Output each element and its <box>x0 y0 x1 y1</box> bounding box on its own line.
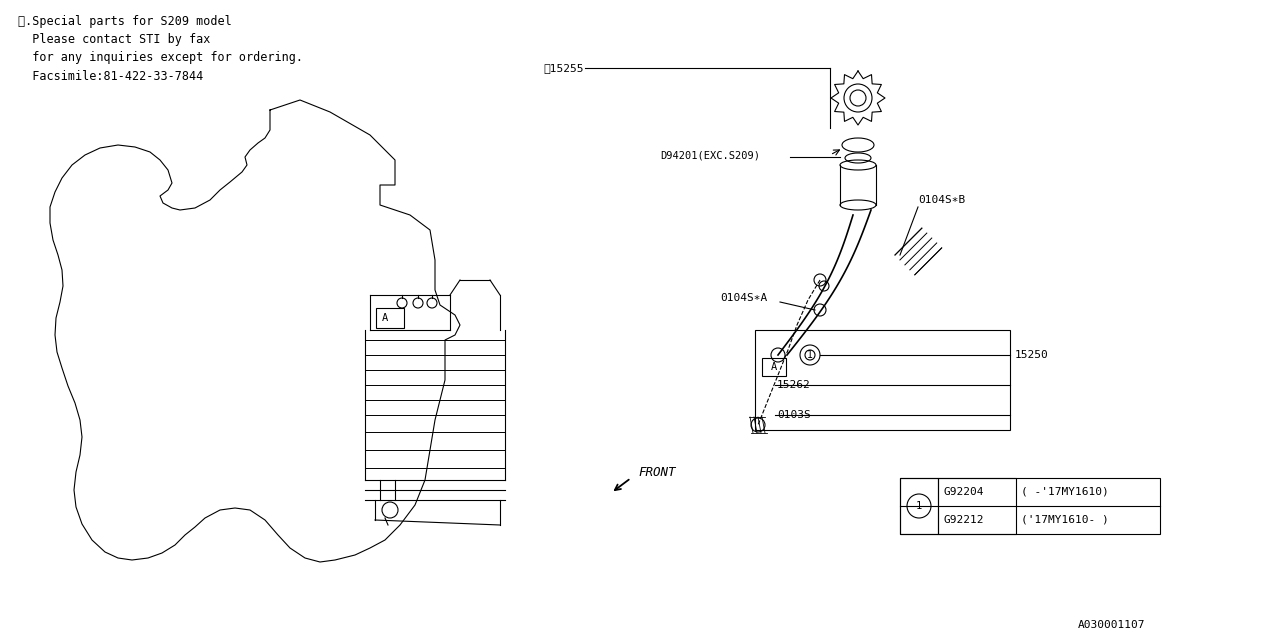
Bar <box>376 308 404 328</box>
Text: 15262: 15262 <box>777 380 810 390</box>
Bar <box>755 330 1010 430</box>
Text: G92204: G92204 <box>943 487 983 497</box>
Bar <box>938 478 1016 534</box>
Text: 0104S∗B: 0104S∗B <box>918 195 965 205</box>
Text: ('17MY1610- ): ('17MY1610- ) <box>1021 515 1108 525</box>
Text: 1: 1 <box>808 350 813 360</box>
Text: ※.Special parts for S209 model: ※.Special parts for S209 model <box>18 15 232 29</box>
Text: 1: 1 <box>916 501 922 511</box>
Text: ※15255: ※15255 <box>543 63 584 73</box>
Text: ( -'17MY1610): ( -'17MY1610) <box>1021 487 1108 497</box>
Text: Please contact STI by fax: Please contact STI by fax <box>18 33 210 47</box>
Text: 15250: 15250 <box>1015 350 1048 360</box>
Text: D94201(EXC.S209): D94201(EXC.S209) <box>660 150 760 160</box>
Text: G92212: G92212 <box>943 515 983 525</box>
Text: for any inquiries except for ordering.: for any inquiries except for ordering. <box>18 51 303 65</box>
Text: A030001107: A030001107 <box>1078 620 1146 630</box>
Bar <box>900 478 1160 534</box>
Bar <box>762 358 786 376</box>
Text: FRONT: FRONT <box>637 467 676 479</box>
Text: A: A <box>381 313 388 323</box>
Text: 0104S∗A: 0104S∗A <box>719 293 767 303</box>
Text: A: A <box>771 362 777 372</box>
Text: 0103S: 0103S <box>777 410 810 420</box>
Text: Facsimile:81-422-33-7844: Facsimile:81-422-33-7844 <box>18 70 204 83</box>
Bar <box>900 478 938 534</box>
